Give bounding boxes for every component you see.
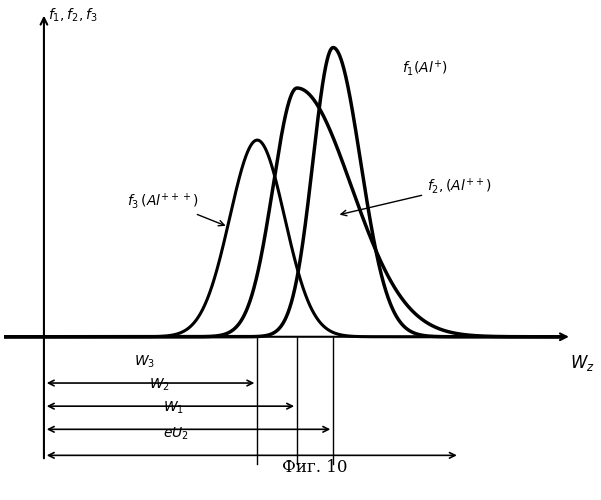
Text: Фиг. 10: Фиг. 10 <box>282 458 348 475</box>
Text: $f_3\,(Al^{+++})$: $f_3\,(Al^{+++})$ <box>127 191 224 226</box>
Text: $W_3$: $W_3$ <box>134 354 156 370</box>
Text: $W_z$: $W_z$ <box>570 352 594 372</box>
Text: $f_1, f_2, f_3$: $f_1, f_2, f_3$ <box>48 7 98 24</box>
Text: $W_1$: $W_1$ <box>163 400 184 416</box>
Text: $f_1(Al^{+})$: $f_1(Al^{+})$ <box>402 58 448 78</box>
Text: $f_2,(Al^{++})$: $f_2,(Al^{++})$ <box>341 176 492 216</box>
Text: $eU_2$: $eU_2$ <box>163 426 189 442</box>
Text: $W_2$: $W_2$ <box>149 377 169 393</box>
